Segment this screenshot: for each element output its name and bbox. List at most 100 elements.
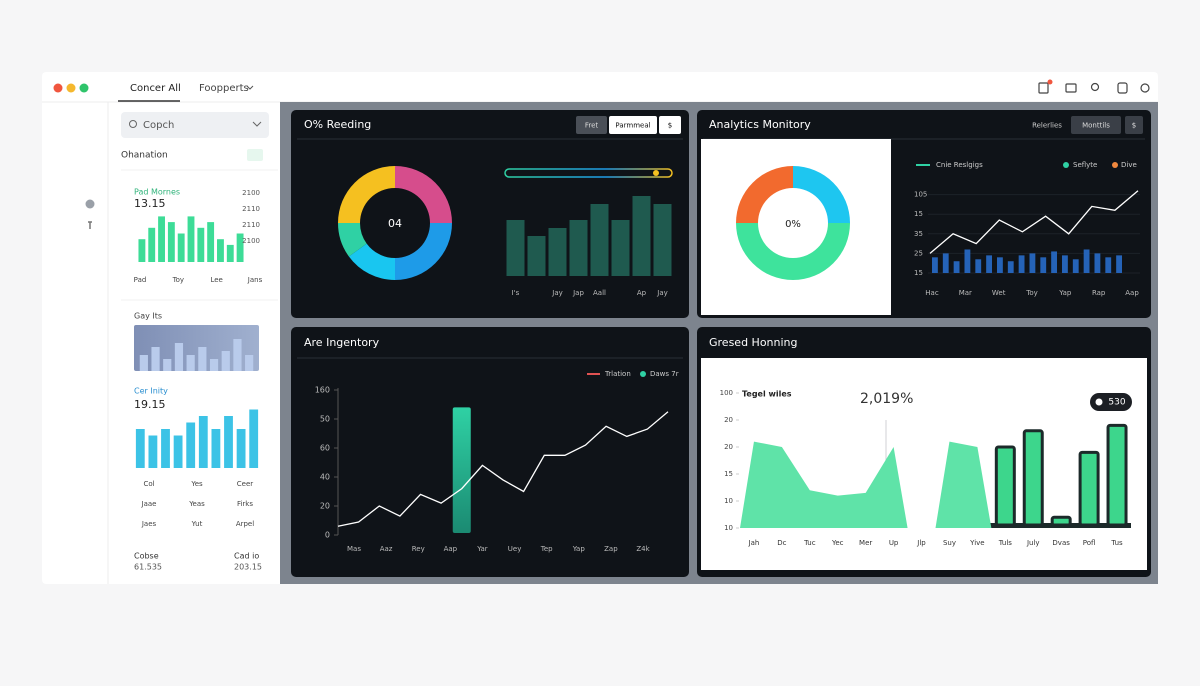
panel-title: O% Reeding — [304, 118, 371, 131]
tab-arrow[interactable] — [246, 85, 254, 90]
bar — [1062, 255, 1068, 273]
category-label: Toy — [172, 276, 185, 284]
card-value: 19.15 — [134, 398, 166, 411]
bar — [1078, 450, 1100, 527]
button[interactable] — [1071, 116, 1121, 134]
bar — [975, 259, 982, 273]
x-tick-label: Up — [889, 539, 899, 547]
legend-label: Cnie Reslgigs — [936, 161, 983, 169]
bar — [135, 429, 145, 468]
bar — [1116, 255, 1122, 273]
y-tick-label: 60 — [320, 444, 330, 453]
bar — [197, 227, 205, 262]
bar — [161, 429, 170, 468]
x-tick-label: Aap — [444, 545, 458, 553]
x-tick-label: Tep — [540, 545, 553, 553]
rail-icon[interactable] — [85, 199, 95, 209]
bar — [1018, 255, 1025, 273]
tab[interactable]: Foopperts — [199, 83, 249, 94]
zoom-dot[interactable] — [79, 83, 89, 93]
bar — [1072, 259, 1079, 273]
bar — [198, 416, 208, 468]
bar — [173, 435, 183, 468]
button[interactable] — [1125, 116, 1143, 134]
y-tick-label: 35 — [914, 230, 923, 238]
legend-label: Dive — [1121, 161, 1137, 169]
button-label[interactable]: Fret — [585, 122, 599, 130]
button-label[interactable]: Parmmeal — [615, 122, 650, 130]
icon[interactable] — [1065, 83, 1077, 93]
bar — [209, 359, 219, 371]
donut-segment — [736, 166, 793, 223]
slider-knob[interactable] — [653, 170, 659, 176]
button[interactable] — [609, 116, 657, 134]
x-tick-label: Tus — [1110, 539, 1123, 547]
bar — [148, 435, 158, 468]
category-label: Lee — [210, 276, 222, 284]
bar — [1083, 249, 1090, 273]
legend-swatch — [1063, 162, 1069, 168]
bar — [527, 236, 546, 276]
minimize-dot[interactable] — [66, 83, 76, 93]
y-tick-label: 20 — [724, 443, 733, 451]
bar — [224, 416, 233, 468]
category-label: Arpel — [236, 520, 254, 528]
dropdown-arrow[interactable] — [252, 121, 262, 127]
bar — [236, 233, 244, 262]
bar — [569, 220, 588, 276]
icon[interactable] — [1140, 83, 1150, 93]
bar — [148, 227, 156, 262]
bar — [1106, 423, 1128, 527]
card-title: Pad Mornes — [134, 188, 180, 197]
button[interactable] — [576, 116, 607, 134]
area — [740, 441, 992, 528]
donut-center: 04 — [388, 217, 402, 230]
y-tick-label: 10 — [724, 497, 733, 505]
category-label: Yes — [190, 480, 203, 488]
button-label[interactable]: Relerlies — [1032, 122, 1062, 130]
bar — [1029, 253, 1036, 273]
bar — [632, 196, 651, 276]
button[interactable] — [659, 116, 681, 134]
icon[interactable] — [1090, 82, 1100, 92]
side-label: 2110 — [242, 221, 260, 229]
donut-segment — [395, 166, 452, 223]
x-tick-label: Uey — [508, 545, 522, 553]
icon[interactable] — [1038, 82, 1049, 94]
bar — [953, 261, 960, 273]
x-tick-label: Toy — [1025, 289, 1038, 297]
x-tick-label: Rey — [412, 545, 425, 553]
search-icon — [129, 120, 137, 128]
panel-title: Gresed Honning — [709, 336, 798, 349]
bar — [611, 220, 630, 276]
slider[interactable] — [504, 168, 673, 178]
bar — [452, 407, 471, 533]
x-tick-label: Dc — [777, 539, 786, 547]
bar — [964, 249, 971, 273]
button-label[interactable]: $ — [668, 122, 672, 130]
notification-dot — [1047, 79, 1053, 85]
category-label: Firks — [237, 500, 253, 508]
bar — [1094, 253, 1101, 273]
x-tick-label: Aap — [1125, 289, 1139, 297]
button-label[interactable]: $ — [1132, 122, 1136, 130]
category-label: Jaes — [141, 520, 157, 528]
x-tick-label: July — [1026, 539, 1040, 547]
button-label[interactable]: Monttils — [1082, 122, 1110, 130]
bar — [1051, 251, 1057, 273]
bar — [994, 445, 1016, 527]
donut-segment — [338, 223, 367, 257]
rail-icon[interactable] — [88, 221, 92, 229]
bar — [151, 347, 160, 371]
x-tick-label: Aall — [593, 289, 606, 297]
tab[interactable]: Concer All — [130, 83, 181, 94]
y-tick-label: 20 — [724, 416, 733, 424]
bar — [1040, 257, 1047, 273]
search-box[interactable] — [121, 112, 269, 138]
icon[interactable] — [1117, 82, 1128, 94]
big-value: 2,019% — [860, 391, 913, 407]
close-dot[interactable] — [53, 83, 63, 93]
bar — [233, 339, 242, 371]
y-tick-label: 25 — [914, 249, 923, 257]
